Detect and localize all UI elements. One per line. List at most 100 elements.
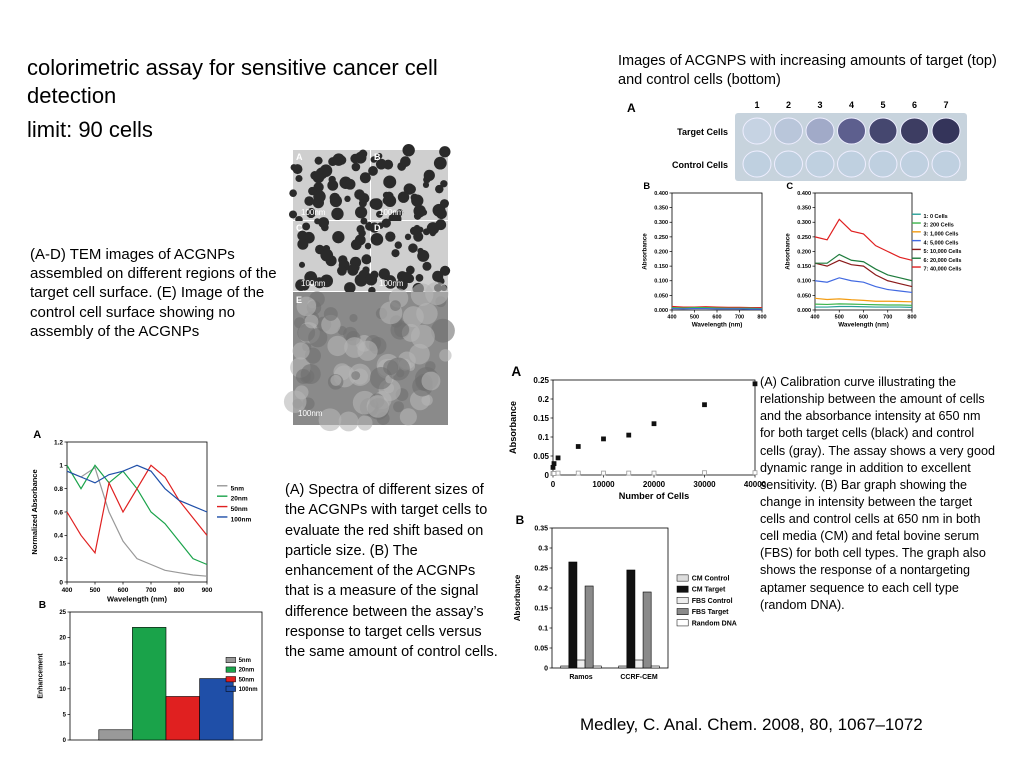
nanoparticle (397, 191, 410, 203)
nanoparticle (362, 266, 370, 274)
legend-swatch (676, 619, 689, 627)
cell-texture (321, 314, 341, 335)
y-tick-label: 0.25 (533, 376, 549, 385)
nanoparticle (313, 190, 326, 203)
legend-label: 100nm (239, 687, 258, 693)
x-tick-label: 600 (712, 314, 721, 320)
nanoparticle (417, 249, 430, 262)
y-tick-label: 0.3 (538, 545, 548, 552)
nanoparticle (295, 174, 303, 183)
series-line (814, 277, 913, 294)
nanoparticle (289, 189, 297, 197)
legend-label: FBS Target (692, 609, 729, 616)
y-tick-label: 0.250 (654, 235, 668, 241)
nanoparticle (304, 271, 318, 284)
y-tick-label: 0.400 (797, 191, 811, 197)
legend-label: 50nm (231, 506, 248, 513)
y-tick-label: 0.250 (797, 235, 811, 241)
x-tick-label: 400 (62, 587, 73, 594)
x-tick-label: 500 (90, 587, 101, 594)
x-axis-label: Wavelength (nm) (107, 595, 167, 604)
nanoparticle (322, 244, 331, 253)
tem-panel-label: E (296, 295, 302, 305)
x-tick-label: 500 (690, 314, 699, 320)
cell-texture (399, 408, 417, 426)
y-tick-label: 5 (63, 713, 67, 719)
y-tick-label: 0.1 (538, 625, 548, 632)
scale-label: 100nm (298, 409, 323, 418)
panel-label: B (643, 181, 650, 191)
point (575, 470, 581, 476)
nanoparticle (337, 265, 347, 276)
plate-row: Control Cells (672, 160, 728, 170)
cell-texture (425, 361, 436, 372)
nanoparticle (370, 156, 378, 163)
plot-frame (814, 192, 913, 311)
plate-column: 1 (754, 100, 759, 110)
well (774, 150, 803, 178)
y-tick-label: 0.6 (54, 509, 63, 516)
panel-label: A (627, 101, 636, 115)
nanoparticle (369, 222, 380, 233)
x-tick-label: 30000 (693, 480, 716, 489)
tem-panel-label: A (296, 152, 303, 162)
nanoparticle (385, 231, 396, 242)
series-line (815, 305, 913, 308)
nanoparticle (320, 248, 334, 262)
nanoparticle (322, 277, 333, 288)
nanoparticle (377, 222, 384, 229)
cell-texture (390, 300, 401, 311)
nanoparticle (312, 171, 325, 184)
plate-column: 4 (849, 100, 854, 110)
calibration-caption: (A) Calibration curve illustrating the r… (760, 375, 995, 612)
cell-texture (351, 371, 361, 380)
y-axis-label: Absorbance (508, 401, 518, 454)
cell-texture (295, 369, 311, 384)
nanoparticle (344, 178, 356, 190)
bar (568, 561, 578, 669)
point (752, 470, 758, 476)
point (702, 470, 707, 476)
x-tick-label: CCRF-CEM (620, 674, 657, 681)
cell-texture (292, 342, 310, 360)
y-tick-label: 0.05 (533, 452, 549, 461)
cell-texture (439, 349, 452, 362)
tem-panel-label: B (374, 152, 381, 162)
nanoparticle (354, 189, 365, 200)
nanoparticle (347, 264, 359, 276)
series-line (671, 307, 762, 310)
plate-column: 7 (943, 100, 948, 110)
nanoparticle (402, 144, 415, 157)
well (742, 150, 772, 178)
nanoparticle (360, 217, 368, 225)
well (837, 150, 866, 178)
nanoparticle (400, 156, 411, 167)
cell-texture (338, 411, 359, 432)
panel-label: B (39, 600, 46, 611)
y-tick-label: 0.100 (654, 279, 668, 285)
well (837, 117, 866, 145)
nanoparticle (394, 241, 402, 249)
legend-label: 4: 5,000 Cells (924, 240, 959, 246)
y-tick-label: 0.200 (654, 249, 668, 255)
cell-texture (386, 357, 410, 381)
y-tick-label: 0.2 (538, 585, 548, 592)
legend-swatch (676, 574, 689, 582)
y-tick-label: 0.350 (654, 206, 668, 212)
bar (626, 569, 636, 669)
legend-label: 2: 200 Cells (924, 223, 954, 229)
series-line (814, 259, 913, 288)
well (868, 150, 898, 178)
y-tick-label: 0.8 (54, 486, 63, 493)
cell-texture (304, 314, 319, 329)
point (651, 470, 657, 476)
nanoparticle (332, 153, 345, 166)
bar (592, 665, 602, 669)
y-tick-label: 0.15 (533, 414, 549, 423)
nanoparticle (290, 164, 298, 171)
cell-texture (294, 385, 309, 400)
panel-label: B (516, 513, 525, 527)
nanoparticle (396, 278, 408, 291)
series-line (814, 218, 913, 261)
